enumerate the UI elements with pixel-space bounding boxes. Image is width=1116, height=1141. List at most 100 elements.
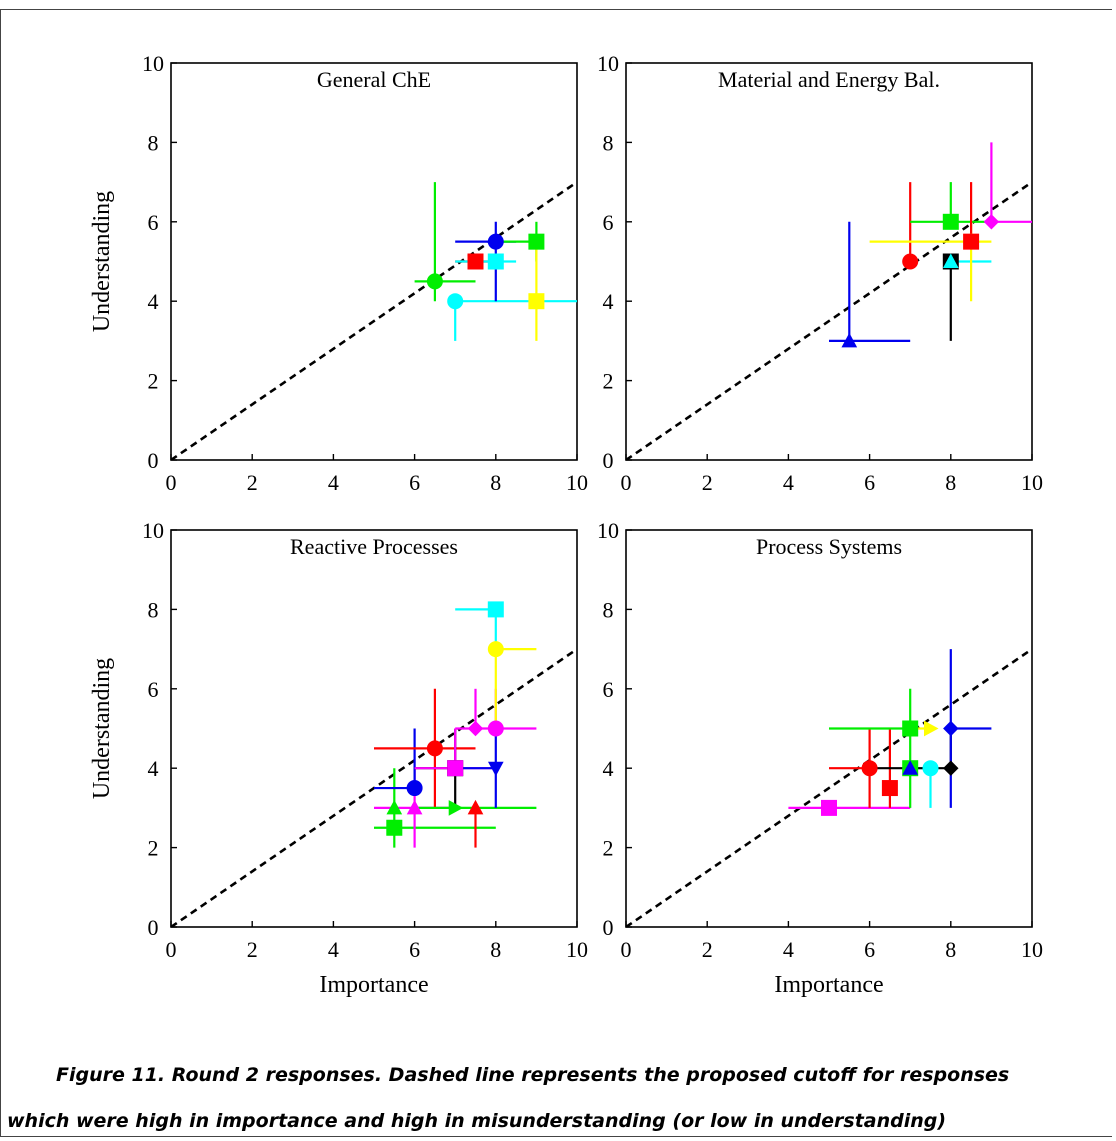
data-point-triangle-right — [924, 720, 939, 737]
x-tick-label: 2 — [702, 937, 713, 962]
x-tick-label: 4 — [783, 470, 794, 495]
cutoff-line — [171, 181, 577, 460]
cutoff-line — [626, 648, 1032, 927]
data-point-triangle-right — [448, 800, 464, 816]
data-point-circle — [487, 641, 504, 658]
x-tick-label: 2 — [702, 470, 713, 495]
panel-title: Process Systems — [756, 534, 902, 559]
x-tick-label: 8 — [945, 937, 956, 962]
y-tick-label: 10 — [597, 518, 619, 543]
data-point-circle — [902, 253, 919, 270]
x-axis-label: Importance — [319, 972, 428, 998]
y-tick-label: 2 — [148, 836, 159, 861]
x-tick-label: 8 — [490, 937, 501, 962]
data-point-triangle-up — [902, 760, 919, 775]
x-tick-label: 8 — [490, 470, 501, 495]
data-point-circle — [426, 273, 443, 290]
data-point-square — [487, 253, 504, 270]
y-tick-label: 8 — [148, 597, 159, 622]
y-tick-label: 10 — [142, 518, 164, 543]
cutoff-line — [626, 181, 1032, 460]
y-tick-label: 0 — [603, 915, 614, 940]
plot-area-frame — [625, 62, 1033, 461]
data-point-square — [963, 233, 980, 250]
plot-data — [626, 648, 1032, 927]
data-point-diamond — [943, 760, 959, 776]
data-point-diamond — [467, 720, 484, 737]
plot-data — [171, 601, 577, 927]
x-tick-label: 10 — [1021, 937, 1043, 962]
chart-panel: 00 2 2 4 4 6 6 8 8 10 10 Process Systems Importance — [597, 518, 1043, 998]
figure-frame: 0 0 2 2 4 4 6 6 8 8 10 10 General ChE Understanding 0 0… — [0, 9, 1112, 1137]
y-tick-label: 2 — [603, 836, 614, 861]
x-tick-label: 0 — [166, 937, 177, 962]
chart-panel: 00 2 2 4 4 6 6 8 8 10 10 General ChE Understanding — [89, 51, 588, 495]
y-tick-label: 4 — [148, 289, 159, 314]
y-tick-label: 6 — [603, 210, 614, 235]
data-point-square — [386, 819, 403, 836]
data-point-square — [881, 780, 898, 797]
plot-data — [626, 142, 1032, 460]
plot-area-frame — [625, 529, 1033, 928]
y-tick-label: 10 — [142, 51, 164, 76]
y-tick-label: 6 — [148, 677, 159, 702]
y-tick-label: 8 — [603, 130, 614, 155]
x-tick-label: 6 — [864, 470, 875, 495]
data-point-triangle-up — [841, 332, 858, 348]
panel-title: General ChE — [317, 67, 431, 92]
plot-area-frame — [170, 62, 578, 461]
data-point-circle — [447, 293, 464, 310]
x-tick-label: 10 — [566, 470, 588, 495]
y-tick-label: 8 — [603, 597, 614, 622]
data-point-triangle-down — [487, 761, 504, 777]
data-point-circle — [861, 760, 878, 777]
panel-title: Reactive Processes — [290, 534, 458, 559]
x-tick-label: 10 — [1021, 470, 1043, 495]
y-axis-label: Understanding — [89, 191, 115, 332]
data-point-circle — [487, 720, 504, 737]
x-tick-label: 0 — [166, 470, 177, 495]
x-tick-label: 0 — [621, 937, 632, 962]
x-tick-label: 4 — [783, 937, 794, 962]
x-axis-label: Importance — [774, 972, 883, 998]
x-tick-label: 10 — [566, 937, 588, 962]
figure-caption-line-2: which were high in importance and high i… — [7, 1110, 947, 1132]
x-tick-label: 8 — [945, 470, 956, 495]
y-tick-label: 2 — [603, 369, 614, 394]
data-point-diamond — [983, 214, 1000, 230]
chart-panel: 00 2 2 4 4 6 6 8 8 10 10 Reactive Processes Understa… — [89, 518, 588, 998]
chart-panel: 00 2 2 4 4 6 6 8 8 10 10 Material and Energy Bal. — [597, 51, 1043, 495]
panel-title: Material and Energy Bal. — [718, 67, 940, 92]
x-tick-label: 6 — [409, 937, 420, 962]
data-point-square — [902, 720, 919, 737]
x-tick-label: 2 — [247, 937, 258, 962]
plot-data — [171, 181, 577, 460]
y-tick-label: 0 — [148, 448, 159, 473]
data-point-circle — [426, 740, 443, 757]
data-point-triangle-up — [467, 799, 484, 815]
data-point-triangle-up — [406, 799, 423, 815]
y-tick-label: 10 — [597, 51, 619, 76]
data-point-square — [942, 213, 959, 230]
figure-caption-line-1: Figure 11. Round 2 responses. Dashed lin… — [56, 1064, 1010, 1086]
data-point-square — [821, 799, 837, 816]
data-point-circle — [922, 760, 939, 777]
x-tick-label: 4 — [328, 470, 339, 495]
y-tick-label: 0 — [148, 915, 159, 940]
y-tick-label: 6 — [603, 677, 614, 702]
y-axis-label: Understanding — [89, 658, 115, 799]
data-point-square — [487, 601, 504, 618]
x-tick-label: 0 — [621, 470, 632, 495]
y-tick-label: 6 — [148, 210, 159, 235]
x-tick-label: 6 — [864, 937, 875, 962]
data-point-circle — [406, 780, 423, 797]
data-point-square — [447, 760, 464, 777]
y-tick-label: 0 — [603, 448, 614, 473]
y-tick-label: 2 — [148, 369, 159, 394]
plot-area-frame — [170, 529, 578, 928]
y-tick-label: 8 — [148, 130, 159, 155]
data-point-square — [528, 233, 545, 250]
data-point-triangle-up — [942, 253, 959, 268]
data-point-circle — [487, 233, 504, 250]
